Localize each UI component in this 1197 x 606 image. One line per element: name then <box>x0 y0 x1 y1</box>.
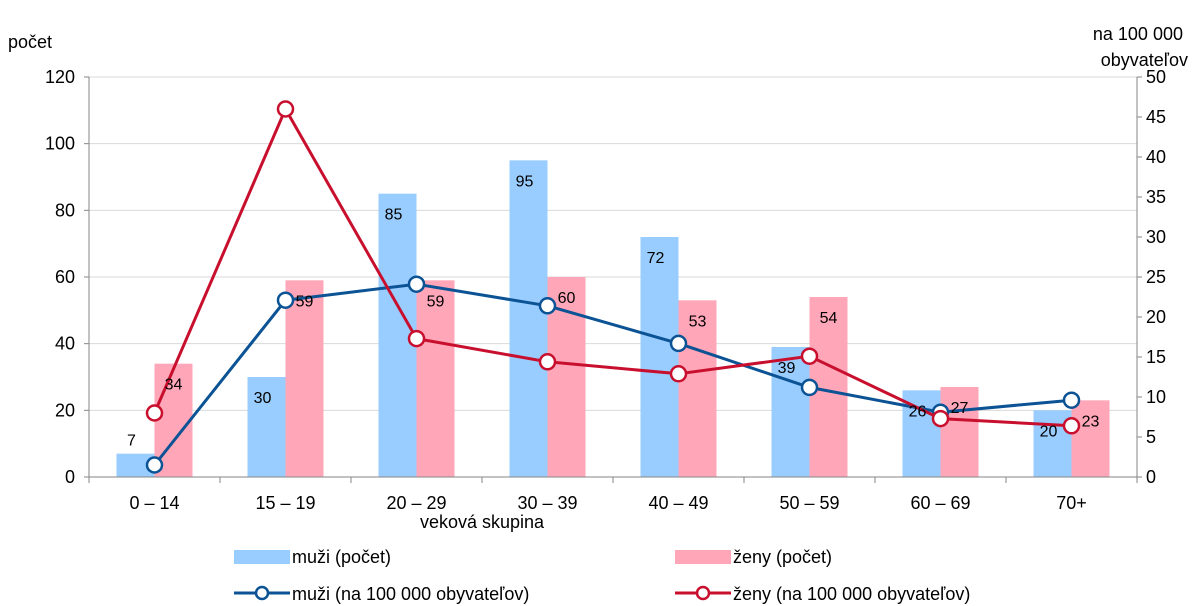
legend-swatch-zeny-pocet <box>675 550 731 564</box>
line-marker <box>800 347 819 365</box>
y-right-tick-label: 35 <box>1146 187 1166 207</box>
x-tick-label: 30 – 39 <box>517 493 577 513</box>
right-axis-title-line2: obyvateľov <box>1101 50 1188 70</box>
line-marker <box>931 409 950 428</box>
legend-swatch-muzi-pocet <box>234 550 290 564</box>
legend: muži (počet) ženy (počet) muži (na 100 0… <box>234 547 970 604</box>
series-line <box>153 107 1072 428</box>
legend-label-zeny-rate: ženy (na 100 000 obyvateľov) <box>733 584 970 604</box>
line-marker <box>538 297 557 315</box>
bar <box>116 453 155 477</box>
bar-data-label: 23 <box>1082 413 1100 430</box>
line-marker <box>407 329 426 348</box>
line-marker <box>145 456 164 474</box>
axes <box>84 76 1142 483</box>
bar-data-label: 72 <box>647 250 665 267</box>
line-marker <box>538 353 557 371</box>
y-right-tick-label: 20 <box>1146 307 1166 327</box>
y-right-tick-label: 40 <box>1146 147 1166 167</box>
x-tick-label: 15 – 19 <box>255 493 315 513</box>
bar-data-label: 26 <box>909 403 927 420</box>
y-right-tick-label: 50 <box>1146 67 1166 87</box>
y-right-tick-label: 15 <box>1146 347 1166 367</box>
bar <box>678 300 717 477</box>
legend-marker-zeny-rate <box>695 585 711 601</box>
x-tick-label: 70+ <box>1056 493 1087 513</box>
legend-item-muzi-pocet: muži (počet) <box>234 547 391 567</box>
y-right-tick-label: 5 <box>1146 427 1156 447</box>
legend-item-zeny-rate: ženy (na 100 000 obyvateľov) <box>675 584 970 604</box>
legend-label-muzi-rate: muži (na 100 000 obyvateľov) <box>292 584 529 604</box>
bar <box>285 280 324 477</box>
data-labels: 7 30 85 95 72 39 26 20 34 59 59 60 53 54 27 23 <box>127 173 1099 449</box>
bar-data-label: 59 <box>296 293 314 310</box>
right-axis-title-line1: na 100 000 <box>1093 24 1183 44</box>
bar-data-label: 85 <box>385 207 403 224</box>
bar <box>247 377 286 477</box>
line-marker <box>407 275 426 293</box>
y-left-tick-label: 40 <box>55 334 75 354</box>
legend-label-zeny-pocet: ženy (počet) <box>733 547 832 567</box>
y-left-tick-label: 80 <box>55 200 75 220</box>
line-marker <box>1062 417 1081 435</box>
bar-data-label: 30 <box>254 390 272 407</box>
x-tick-label: 20 – 29 <box>386 493 446 513</box>
legend-item-muzi-rate: muži (na 100 000 obyvateľov) <box>234 584 529 604</box>
left-axis-title: počet <box>8 32 52 52</box>
bar-data-label: 39 <box>778 360 796 377</box>
y-left-tick-label: 0 <box>65 467 75 487</box>
lines <box>145 100 1081 474</box>
x-axis-title: veková skupina <box>420 512 545 532</box>
line-marker <box>145 404 164 422</box>
bar <box>1071 400 1110 477</box>
bar-data-label: 20 <box>1040 423 1058 440</box>
y-right-tick-label: 0 <box>1146 467 1156 487</box>
line-marker <box>800 378 819 397</box>
y-right-tick-label: 30 <box>1146 227 1166 247</box>
bar-data-label: 7 <box>127 433 136 450</box>
y-left-tick-label: 20 <box>55 400 75 420</box>
grid-lines <box>89 76 1137 411</box>
y-left-tick-label: 120 <box>45 67 75 87</box>
line-marker <box>669 334 688 353</box>
bars <box>116 160 1110 478</box>
right-axis-title: na 100 000 obyvateľov <box>1093 24 1188 70</box>
bar-data-label: 95 <box>516 173 534 190</box>
tick-labels: 0 20 40 60 80 100 120 0 5 10 15 20 25 30 35 40 45 50 0 – 1… <box>45 67 1166 513</box>
bar <box>940 387 979 477</box>
legend-label-muzi-pocet: muži (počet) <box>292 547 391 567</box>
x-tick-label: 50 – 59 <box>779 493 839 513</box>
bar-data-label: 60 <box>558 290 576 307</box>
line-marker <box>669 365 688 383</box>
line-marker <box>1062 391 1081 409</box>
x-tick-label: 60 – 69 <box>910 493 970 513</box>
bar <box>640 237 679 477</box>
line-marker <box>276 100 295 118</box>
bar-data-label: 27 <box>951 400 969 417</box>
x-tick-label: 0 – 14 <box>129 493 179 513</box>
bar-data-label: 34 <box>165 377 183 394</box>
y-right-tick-label: 10 <box>1146 387 1166 407</box>
bar <box>416 280 455 477</box>
x-tick-label: 40 – 49 <box>648 493 708 513</box>
legend-marker-muzi-rate <box>254 585 270 601</box>
bar <box>771 347 810 477</box>
line-marker <box>276 291 295 309</box>
y-left-tick-label: 60 <box>55 267 75 287</box>
y-left-tick-label: 100 <box>45 134 75 154</box>
y-right-tick-label: 45 <box>1146 107 1166 127</box>
bar-data-label: 53 <box>689 313 707 330</box>
legend-item-zeny-pocet: ženy (počet) <box>675 547 832 567</box>
y-right-tick-label: 25 <box>1146 267 1166 287</box>
bar-data-label: 59 <box>427 293 445 310</box>
bar <box>509 160 548 478</box>
bar-data-label: 54 <box>820 310 838 327</box>
